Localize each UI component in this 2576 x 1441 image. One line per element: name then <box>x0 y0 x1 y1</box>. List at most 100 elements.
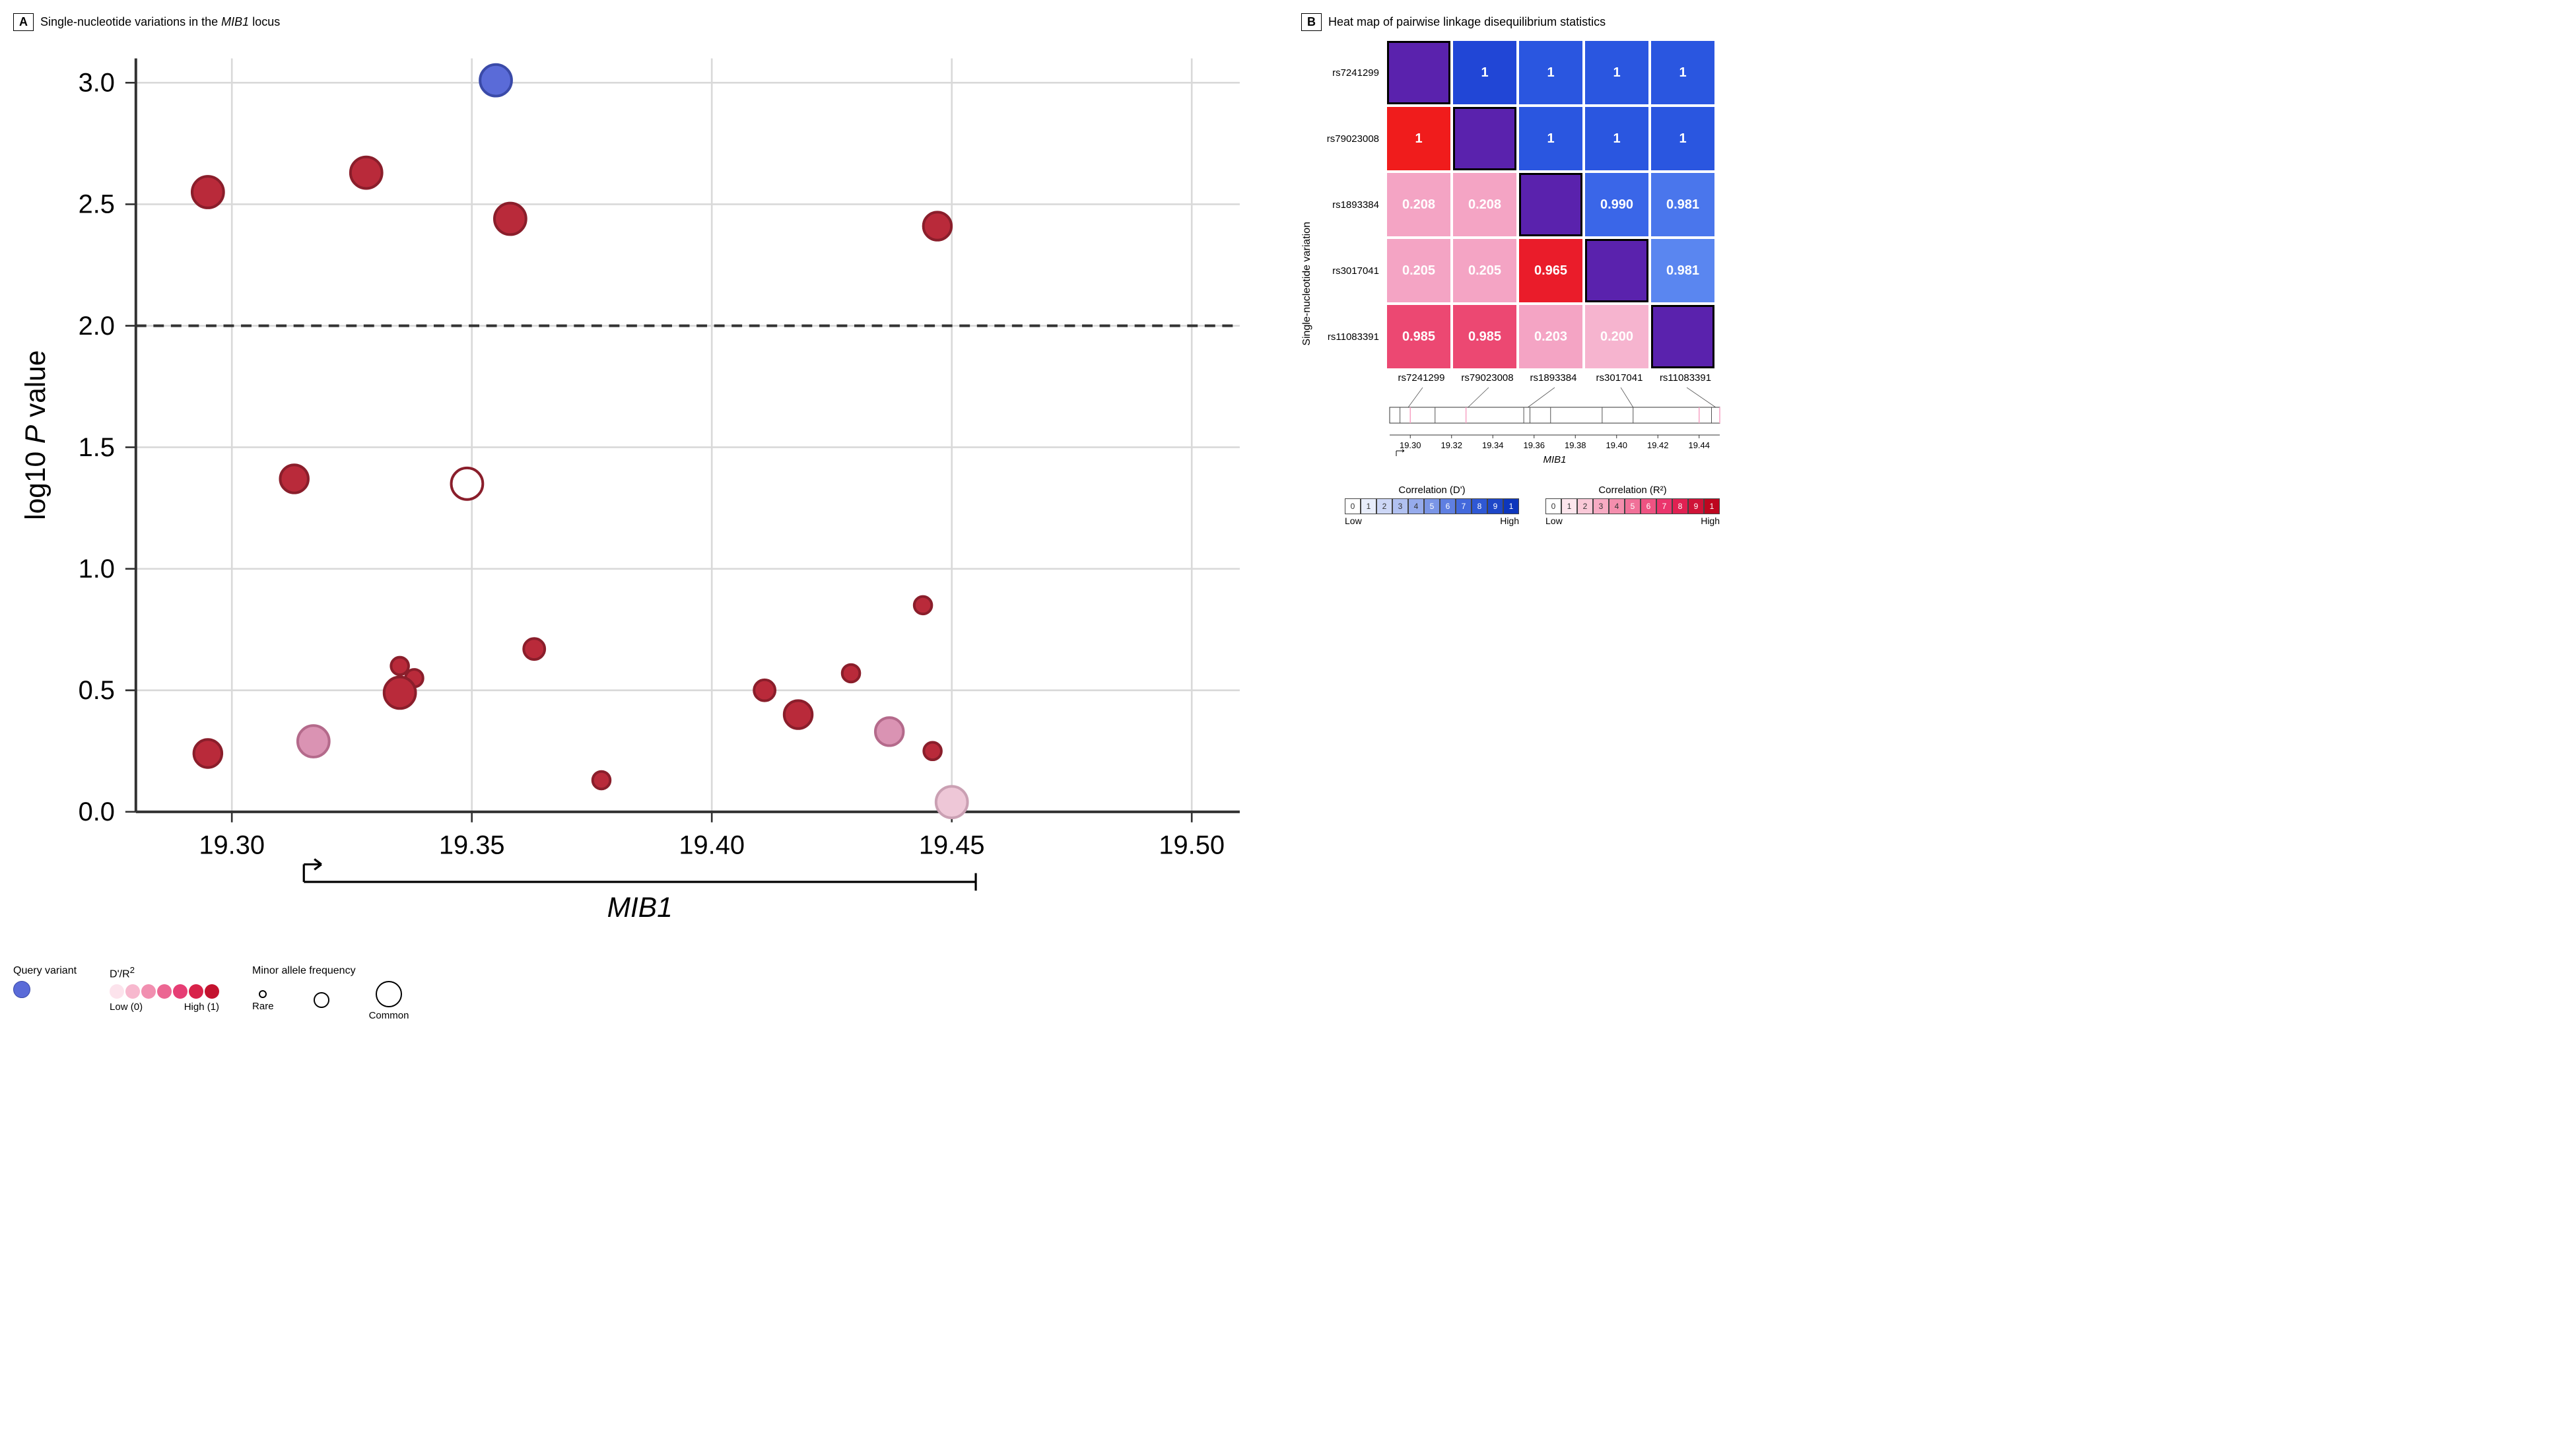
heatmap-cell: 0.200 <box>1585 305 1648 368</box>
heatmap-cell <box>1453 107 1516 170</box>
corr-d-boxes: 01234567891 <box>1345 498 1519 514</box>
svg-text:3.0: 3.0 <box>79 69 115 98</box>
svg-text:2.0: 2.0 <box>79 312 115 341</box>
corr-swatch: 8 <box>1672 498 1688 514</box>
corr-swatch: 7 <box>1656 498 1672 514</box>
heatmap-row-label: rs7241299 <box>1318 67 1384 79</box>
svg-text:19.35: 19.35 <box>439 831 505 860</box>
corr-swatch: 8 <box>1472 498 1487 514</box>
heatmap-cell: 0.981 <box>1651 173 1714 236</box>
heatmap-cell <box>1387 41 1450 104</box>
corr-swatch: 0 <box>1345 498 1361 514</box>
dpr-dot <box>157 984 172 999</box>
corr-r2-boxes: 01234567891 <box>1545 498 1720 514</box>
corr-swatch: 6 <box>1641 498 1656 514</box>
panel-b-header: B Heat map of pairwise linkage disequili… <box>1301 13 2563 31</box>
legend-query-label: Query variant <box>13 965 77 977</box>
corr-r2-low: Low <box>1545 516 1563 526</box>
corr-d-block: Correlation (D') 01234567891 Low High <box>1345 485 1519 526</box>
dpr-dot <box>110 984 124 999</box>
heatmap-col-label: rs79023008 <box>1456 372 1519 384</box>
dpr-dot <box>141 984 156 999</box>
heatmap-row-label: rs79023008 <box>1318 133 1384 145</box>
dpr-dot <box>189 984 203 999</box>
heatmap-cell: 1 <box>1453 41 1516 104</box>
panel-a-header: A Single-nucleotide variations in the MI… <box>13 13 1275 31</box>
legend-query: Query variant <box>13 965 77 998</box>
heatmap-cell: 0.208 <box>1453 173 1516 236</box>
corr-swatch: 2 <box>1577 498 1593 514</box>
heatmap-cell: 1 <box>1651 107 1714 170</box>
legend-maf-label: Minor allele frequency <box>252 965 409 977</box>
query-variant-dot <box>13 981 30 998</box>
svg-text:19.34: 19.34 <box>1482 440 1504 450</box>
corr-r2-block: Correlation (R²) 01234567891 Low High <box>1545 485 1720 526</box>
svg-text:19.44: 19.44 <box>1688 440 1710 450</box>
heatmap-cell: 0.965 <box>1519 239 1582 302</box>
heatmap-col-label: rs11083391 <box>1654 372 1717 384</box>
heatmap-cell: 0.205 <box>1387 239 1450 302</box>
svg-text:19.36: 19.36 <box>1523 440 1545 450</box>
legend-dpr-label: D'/R2 <box>110 965 219 980</box>
panel-b-title: Heat map of pairwise linkage disequilibr… <box>1328 15 1606 29</box>
corr-swatch: 1 <box>1704 498 1720 514</box>
dpr-gradient-dots <box>110 984 219 999</box>
heatmap-cell <box>1519 173 1582 236</box>
heatmap-cell: 1 <box>1519 41 1582 104</box>
dpr-dot <box>205 984 219 999</box>
corr-swatch: 1 <box>1503 498 1519 514</box>
heatmap-cell: 1 <box>1585 107 1648 170</box>
svg-text:19.50: 19.50 <box>1159 831 1225 860</box>
legend-maf: Minor allele frequency RareCommon <box>252 965 409 1021</box>
heatmap-row: rs110833910.9850.9850.2030.200 <box>1318 305 1728 368</box>
dpr-high-label: High (1) <box>184 1001 219 1013</box>
panel-a-title-suffix: locus <box>249 15 280 28</box>
panel-a-title-prefix: Single-nucleotide variations in the <box>40 15 221 28</box>
panel-b-label: B <box>1301 13 1322 31</box>
corr-swatch: 5 <box>1424 498 1440 514</box>
heatmap-cell: 0.203 <box>1519 305 1582 368</box>
corr-r2-high: High <box>1701 516 1720 526</box>
heatmap-cell: 0.205 <box>1453 239 1516 302</box>
panel-b: B Heat map of pairwise linkage disequili… <box>1301 13 2563 526</box>
corr-swatch: 0 <box>1545 498 1561 514</box>
svg-text:0.5: 0.5 <box>79 676 115 705</box>
corr-d-title: Correlation (D') <box>1345 485 1519 496</box>
heatmap-cell: 0.208 <box>1387 173 1450 236</box>
dpr-low-label: Low (0) <box>110 1001 143 1013</box>
svg-text:19.45: 19.45 <box>919 831 985 860</box>
corr-swatch: 1 <box>1361 498 1376 514</box>
heatmap-rows: rs72412991111rs790230081111rs18933840.20… <box>1318 41 1728 368</box>
corr-swatch: 9 <box>1487 498 1503 514</box>
corr-d-low: Low <box>1345 516 1362 526</box>
heatmap-row-label: rs3017041 <box>1318 265 1384 277</box>
svg-text:19.40: 19.40 <box>1606 440 1627 450</box>
svg-text:19.30: 19.30 <box>1400 440 1421 450</box>
corr-swatch: 7 <box>1456 498 1472 514</box>
heatmap-ylabel: Single-nucleotide variation <box>1301 222 1313 346</box>
heatmap-cell: 1 <box>1651 41 1714 104</box>
gene-track: 19.3019.3219.3419.3619.3819.4019.4219.44… <box>1318 387 1728 473</box>
heatmap-cell: 1 <box>1519 107 1582 170</box>
corr-d-high: High <box>1500 516 1519 526</box>
heatmap-row: rs18933840.2080.2080.9900.981 <box>1318 173 1728 236</box>
figure-root: A Single-nucleotide variations in the MI… <box>13 13 2563 1021</box>
svg-text:1.5: 1.5 <box>79 433 115 462</box>
heatmap-row-label: rs1893384 <box>1318 199 1384 211</box>
maf-item <box>314 992 329 1011</box>
svg-text:log10 P value: log10 P value <box>20 351 51 520</box>
scatter-svg: 19.3019.3519.4019.4519.500.00.51.01.52.0… <box>13 41 1275 952</box>
heatmap-col-label: rs3017041 <box>1588 372 1651 384</box>
svg-text:MIB1: MIB1 <box>1543 454 1566 465</box>
corr-r2-title: Correlation (R²) <box>1545 485 1720 496</box>
heatmap-cell <box>1585 239 1648 302</box>
corr-swatch: 4 <box>1408 498 1424 514</box>
heatmap-col-label: rs1893384 <box>1522 372 1585 384</box>
heatmap-cell: 1 <box>1585 41 1648 104</box>
svg-text:2.5: 2.5 <box>79 190 115 219</box>
corr-swatch: 9 <box>1688 498 1704 514</box>
correlation-legends: Correlation (D') 01234567891 Low High Co… <box>1345 485 1728 526</box>
heatmap-cell <box>1651 305 1714 368</box>
scatter-chart: 19.3019.3519.4019.4519.500.00.51.01.52.0… <box>13 41 1275 955</box>
panel-a-label: A <box>13 13 34 31</box>
